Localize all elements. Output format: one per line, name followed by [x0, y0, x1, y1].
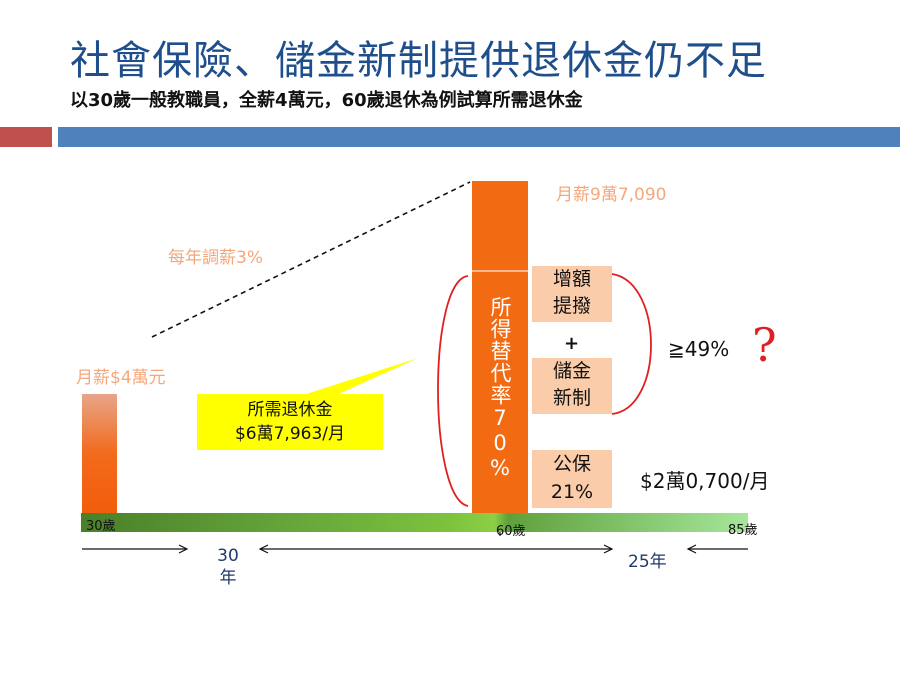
new-savings-system-box: 儲金 新制: [532, 358, 612, 414]
work-years-label: 30 年: [214, 545, 242, 589]
header-accent-red: [0, 127, 52, 147]
public-insurance-box: 公保 21%: [532, 450, 612, 508]
public-insurance-line2: 21%: [550, 481, 594, 503]
extra-contribution-box: 增額 提撥: [532, 266, 612, 322]
age-30-label: 30歲: [86, 519, 116, 534]
age-60-label: 60歲: [496, 524, 526, 539]
header-accent-blue: [58, 127, 900, 147]
starting-salary-label: 月薪$4萬元: [76, 368, 166, 388]
required-pension-amount: $6萬7,963/月: [234, 424, 346, 444]
new-savings-line2: 新制: [552, 387, 591, 409]
page-title: 社會保險、儲金新制提供退休金仍不足: [70, 38, 767, 84]
raise-trend-line: [151, 181, 471, 338]
salary-bar-age-30: [82, 394, 117, 514]
retirement-years-label: 25年: [628, 552, 667, 572]
question-mark: ?: [752, 318, 777, 372]
annual-raise-label: 每年調薪3%: [168, 248, 263, 268]
work-years-unit: 年: [219, 568, 237, 588]
page-subtitle: 以30歲一般教職員，全薪4萬元，60歲退休為例試算所需退休金: [70, 90, 583, 111]
age-85-label: 85歲: [728, 523, 758, 538]
age-timeline-bar: [81, 513, 748, 532]
extra-contribution-line2: 提撥: [552, 295, 591, 317]
work-years-number: 30: [217, 546, 239, 566]
required-pension-callout: 所需退休金 $6萬7,963/月: [197, 394, 383, 450]
replacement-rate-divider: [472, 270, 528, 272]
new-savings-line1: 儲金: [552, 360, 591, 382]
ge-49-percent-label: ≧49%: [668, 337, 730, 361]
salary-bar-age-60: [472, 181, 528, 514]
left-bracket: [437, 275, 469, 507]
extra-contribution-line1: 增額: [552, 268, 591, 290]
right-brace: [611, 273, 652, 415]
required-pension-title: 所需退休金: [247, 400, 333, 420]
replacement-rate-label: 所得替代率70%: [488, 296, 512, 481]
public-insurance-line1: 公保: [552, 453, 591, 475]
final-salary-label: 月薪9萬7,090: [556, 185, 667, 205]
pension-amount-label: $2萬0,700/月: [640, 469, 770, 493]
plus-sign: +: [564, 333, 580, 354]
